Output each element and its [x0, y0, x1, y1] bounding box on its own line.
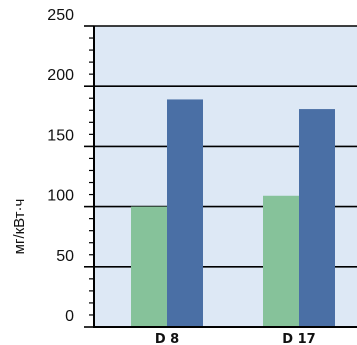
bar-1-2	[167, 99, 203, 327]
x-axis-labels: D 8 D 17	[155, 332, 316, 345]
y-tick-label-250: 250	[47, 7, 74, 24]
y-axis: 0 50 100 150 200 250	[47, 7, 357, 328]
y-tick-label-200: 200	[47, 67, 74, 84]
bar-2-1	[263, 195, 299, 327]
y-tick-label-0: 0	[65, 308, 74, 325]
x-tick-label-1: D 8	[155, 332, 179, 345]
bar-1-1	[131, 206, 167, 327]
y-tick-label-100: 100	[47, 188, 74, 205]
y-tick-label-50: 50	[56, 248, 74, 265]
y-tick-label-150: 150	[47, 127, 74, 144]
x-tick-label-2: D 17	[282, 332, 315, 345]
bar-2-2	[299, 109, 335, 328]
bars	[131, 99, 335, 328]
y-axis-title: мг/кВт·ч	[11, 199, 28, 255]
